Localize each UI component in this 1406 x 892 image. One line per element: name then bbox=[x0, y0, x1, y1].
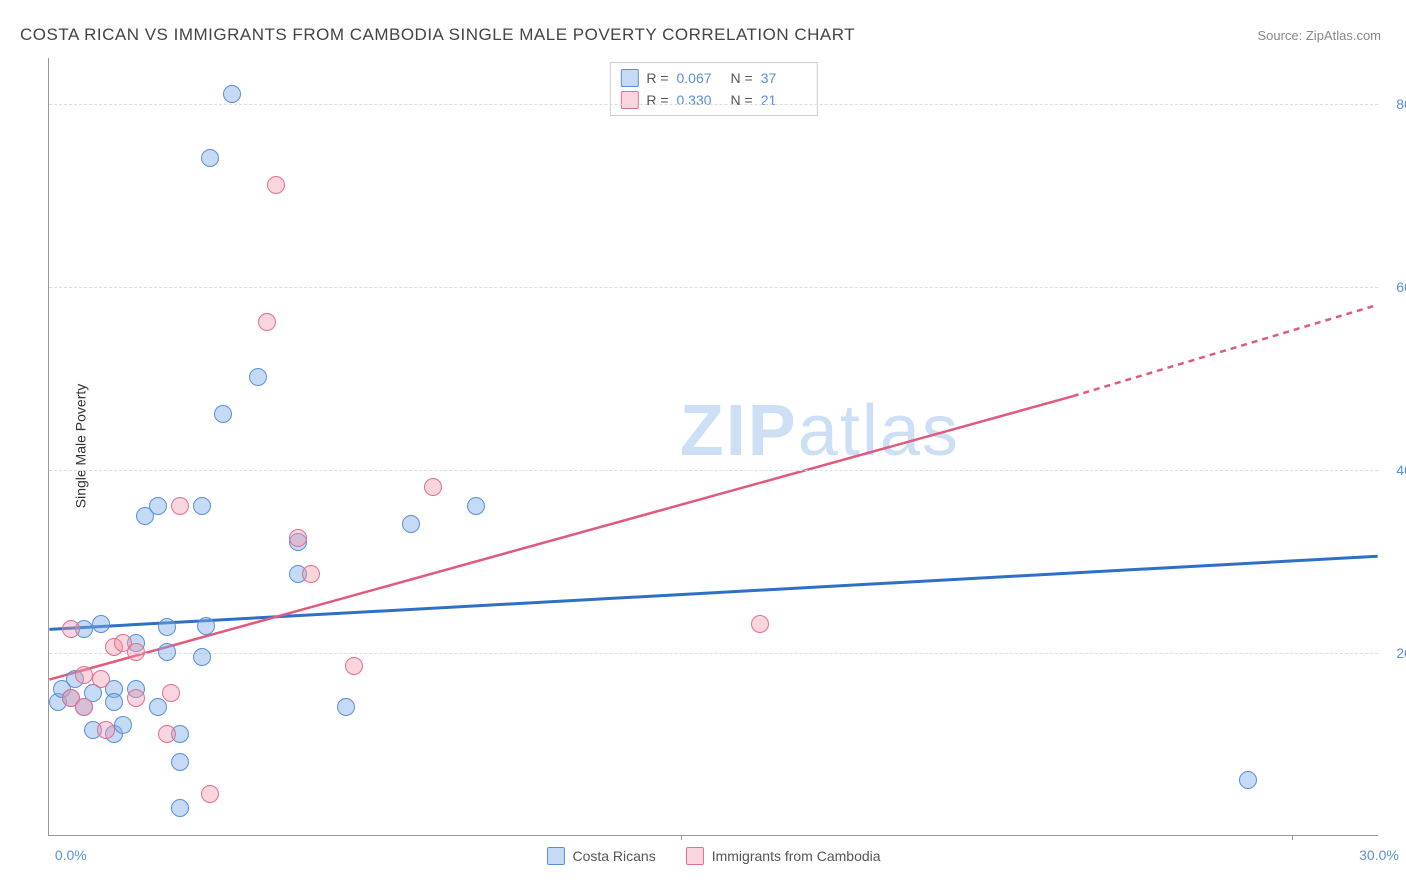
data-point-cambodia bbox=[258, 313, 276, 331]
gridline bbox=[49, 470, 1378, 471]
trend-lines-layer bbox=[49, 58, 1378, 835]
gridline bbox=[49, 104, 1378, 105]
legend-swatch bbox=[546, 847, 564, 865]
legend-n-label: N = bbox=[731, 92, 753, 108]
data-point-cambodia bbox=[92, 670, 110, 688]
legend-r-value: 0.067 bbox=[677, 70, 723, 86]
data-point-costa bbox=[92, 615, 110, 633]
data-point-costa bbox=[193, 497, 211, 515]
data-point-cambodia bbox=[62, 620, 80, 638]
data-point-cambodia bbox=[302, 565, 320, 583]
data-point-cambodia bbox=[171, 497, 189, 515]
legend-stats-row: R = 0.330 N = 21 bbox=[620, 89, 806, 111]
trend-line-cambodia bbox=[49, 396, 1072, 679]
x-tick-label: 0.0% bbox=[55, 847, 87, 863]
data-point-costa bbox=[402, 515, 420, 533]
data-point-cambodia bbox=[97, 721, 115, 739]
x-tick-label: 30.0% bbox=[1359, 847, 1399, 863]
x-tick-mark bbox=[1292, 835, 1293, 840]
data-point-costa bbox=[223, 85, 241, 103]
legend-stats: R = 0.067 N = 37 R = 0.330 N = 21 bbox=[609, 62, 817, 116]
chart-container: COSTA RICAN VS IMMIGRANTS FROM CAMBODIA … bbox=[0, 0, 1406, 892]
y-tick-label: 60.0% bbox=[1386, 279, 1406, 295]
data-point-cambodia bbox=[162, 684, 180, 702]
gridline bbox=[49, 653, 1378, 654]
legend-n-value: 21 bbox=[761, 92, 807, 108]
data-point-cambodia bbox=[201, 785, 219, 803]
legend-swatch bbox=[620, 69, 638, 87]
plot-area: ZIPatlas R =0.067N =37R =0.330N =21 Cost… bbox=[48, 58, 1378, 836]
data-point-cambodia bbox=[751, 615, 769, 633]
trend-line-costa bbox=[49, 556, 1377, 629]
data-point-cambodia bbox=[75, 666, 93, 684]
data-point-cambodia bbox=[127, 689, 145, 707]
data-point-cambodia bbox=[424, 478, 442, 496]
data-point-costa bbox=[114, 716, 132, 734]
data-point-costa bbox=[149, 698, 167, 716]
data-point-cambodia bbox=[75, 698, 93, 716]
legend-series-label: Costa Ricans bbox=[572, 848, 655, 864]
data-point-cambodia bbox=[158, 725, 176, 743]
legend-series-item: Costa Ricans bbox=[546, 847, 655, 865]
gridline bbox=[49, 287, 1378, 288]
data-point-cambodia bbox=[127, 643, 145, 661]
legend-n-label: N = bbox=[731, 70, 753, 86]
data-point-costa bbox=[197, 617, 215, 635]
legend-r-label: R = bbox=[646, 70, 668, 86]
legend-series-item: Immigrants from Cambodia bbox=[686, 847, 881, 865]
data-point-costa bbox=[214, 405, 232, 423]
data-point-costa bbox=[171, 799, 189, 817]
data-point-costa bbox=[149, 497, 167, 515]
data-point-costa bbox=[158, 618, 176, 636]
legend-swatch bbox=[686, 847, 704, 865]
y-tick-label: 40.0% bbox=[1386, 462, 1406, 478]
data-point-costa bbox=[171, 753, 189, 771]
data-point-costa bbox=[201, 149, 219, 167]
data-point-cambodia bbox=[289, 529, 307, 547]
chart-title: COSTA RICAN VS IMMIGRANTS FROM CAMBODIA … bbox=[20, 25, 855, 45]
trend-line-ext-cambodia bbox=[1073, 305, 1378, 396]
data-point-costa bbox=[1239, 771, 1257, 789]
y-tick-label: 80.0% bbox=[1386, 96, 1406, 112]
source-label: Source: ZipAtlas.com bbox=[1257, 28, 1381, 43]
legend-stats-row: R = 0.067 N = 37 bbox=[620, 67, 806, 89]
data-point-cambodia bbox=[267, 176, 285, 194]
data-point-costa bbox=[249, 368, 267, 386]
data-point-costa bbox=[193, 648, 211, 666]
legend-r-value: 0.330 bbox=[677, 92, 723, 108]
legend-series: Costa Ricans Immigrants from Cambodia bbox=[546, 847, 880, 865]
data-point-costa bbox=[337, 698, 355, 716]
data-point-costa bbox=[467, 497, 485, 515]
data-point-costa bbox=[105, 693, 123, 711]
data-point-costa bbox=[158, 643, 176, 661]
y-tick-label: 20.0% bbox=[1386, 645, 1406, 661]
legend-r-label: R = bbox=[646, 92, 668, 108]
legend-swatch bbox=[620, 91, 638, 109]
legend-n-value: 37 bbox=[761, 70, 807, 86]
x-tick-mark bbox=[681, 835, 682, 840]
data-point-cambodia bbox=[345, 657, 363, 675]
legend-series-label: Immigrants from Cambodia bbox=[712, 848, 881, 864]
